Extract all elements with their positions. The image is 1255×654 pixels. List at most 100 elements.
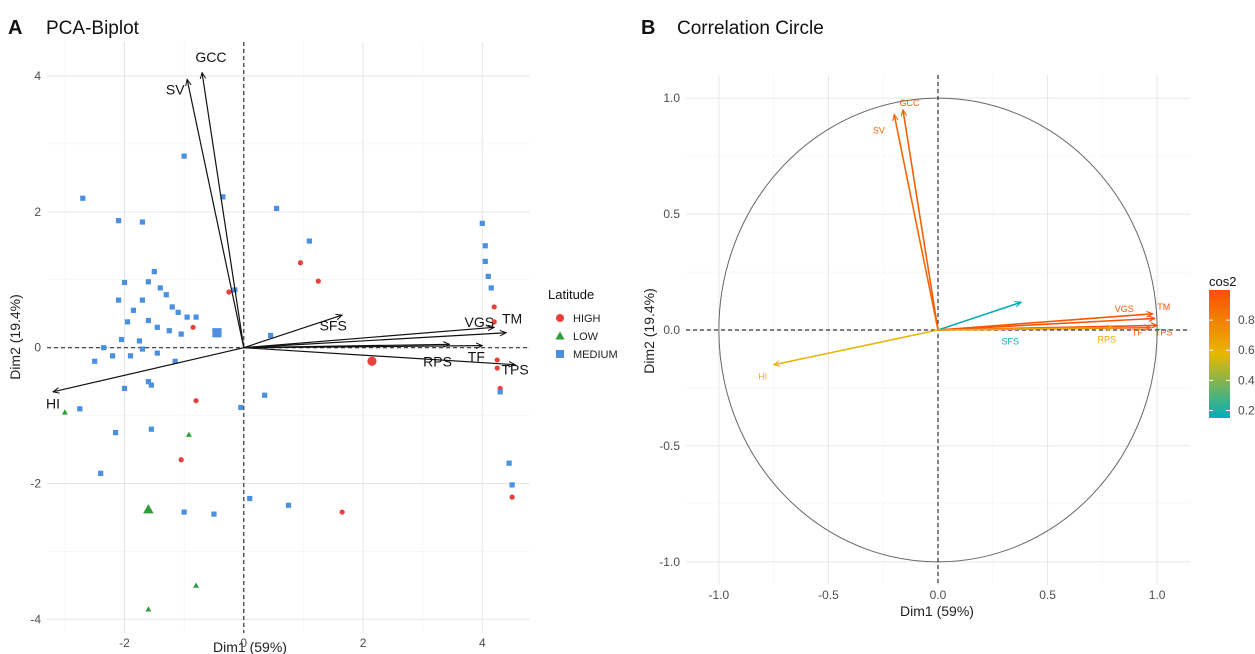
point-medium <box>77 406 83 412</box>
panel-a-grid <box>47 42 530 633</box>
point-medium <box>497 389 503 395</box>
panel-b-y-axis-title: Dim2 (19.4%) <box>641 288 657 374</box>
panel-b-y-tick-label: 0.0 <box>663 323 680 337</box>
point-medium <box>193 314 199 320</box>
point-medium <box>145 379 151 385</box>
point-medium <box>154 350 160 356</box>
panel-a-x-tick-label: 0 <box>240 636 247 650</box>
point-medium <box>130 307 137 313</box>
panel-a-x-tick-label: 2 <box>360 636 367 650</box>
panel-b-x-axis-title: Dim1 (59%) <box>900 603 974 619</box>
vector-sfs <box>937 302 1021 331</box>
legend-key-low <box>555 331 565 340</box>
arrow-tm <box>243 333 506 349</box>
point-medium <box>285 502 292 508</box>
point-medium <box>220 194 226 200</box>
arrow-label-sfs: SFS <box>320 317 347 333</box>
point-medium <box>238 404 244 411</box>
arrow-label-hi: HI <box>46 395 60 411</box>
point-low <box>185 431 192 437</box>
point-medium <box>145 279 151 285</box>
arrow-label-sv: SV <box>166 82 185 98</box>
point-medium <box>80 195 86 201</box>
point-high <box>509 494 515 500</box>
arrow-vgs <box>243 327 494 349</box>
vector-label-sfs: SFS <box>1002 337 1020 347</box>
panel-a-variable-arrows: GCC SV SFS VGS TM TF RPS TPS HI <box>46 49 529 411</box>
point-low <box>193 582 200 588</box>
panel-b-x-tick-label: 0.5 <box>1039 588 1056 602</box>
point-medium <box>118 336 125 343</box>
panel-a-letter: A <box>8 17 22 39</box>
point-medium <box>268 332 274 339</box>
point-medium <box>175 309 181 315</box>
point-medium <box>273 205 280 212</box>
vector-label-hi: HI <box>758 371 767 381</box>
vector-tm <box>937 318 1155 331</box>
panel-b-x-tick-label: -1.0 <box>709 588 730 602</box>
panel-b-y-tick-label: 0.5 <box>663 207 680 221</box>
point-medium <box>121 279 128 286</box>
point-high <box>190 324 196 330</box>
point-medium <box>112 430 119 436</box>
vector-label-rps: RPS <box>1097 334 1116 344</box>
point-high <box>315 278 321 284</box>
panel-a-points <box>61 153 515 612</box>
point-medium <box>247 495 253 502</box>
point-high <box>494 365 500 371</box>
panel-a-y-tick-label: 2 <box>34 205 41 219</box>
arrow-rps <box>243 344 450 349</box>
point-medium <box>181 153 187 159</box>
colorbar-tick-label: 0.4 <box>1238 373 1255 387</box>
point-medium <box>124 319 131 325</box>
panel-b-y-tick-label: -0.5 <box>659 439 680 453</box>
legend-label-low: LOW <box>573 331 599 343</box>
point-high <box>178 457 184 463</box>
point-medium <box>485 273 491 279</box>
legend-label-high: HIGH <box>573 313 601 325</box>
panel-b-x-tick-label: -0.5 <box>818 588 839 602</box>
point-high <box>297 260 304 266</box>
point-medium <box>163 292 169 298</box>
panel-a-x-tick-label: 4 <box>479 636 486 650</box>
point-medium <box>306 238 312 244</box>
point-medium <box>157 285 163 291</box>
panel-b-title: Correlation Circle <box>677 18 824 39</box>
latitude-legend: HIGH LOW MEDIUM <box>555 313 618 361</box>
point-high <box>226 289 232 295</box>
point-medium <box>181 509 187 515</box>
arrow-hi <box>53 347 244 392</box>
arrow-label-tm: TM <box>502 310 522 326</box>
point-high <box>491 304 497 310</box>
cos2-colorbar: 0.2 0.4 0.6 0.8 <box>1209 290 1255 418</box>
arrow-gcc <box>202 73 245 348</box>
arrow-sfs <box>243 315 342 349</box>
point-high <box>193 398 199 404</box>
vector-label-tf: TF <box>1132 327 1143 337</box>
panel-a-y-tick-label: -4 <box>30 612 41 626</box>
panel-b-y-tick-label: -1.0 <box>659 555 680 569</box>
point-medium <box>479 220 485 226</box>
panel-a-title: PCA-Biplot <box>46 18 140 39</box>
point-medium <box>154 324 160 330</box>
centroid-low <box>143 504 154 514</box>
legend-key-medium <box>556 350 564 358</box>
point-medium <box>172 358 178 364</box>
point-medium <box>482 258 488 265</box>
point-medium <box>101 345 107 351</box>
point-medium <box>169 304 175 310</box>
centroid-high <box>367 356 377 366</box>
point-medium <box>136 338 143 344</box>
panel-a-x-axis-title: Dim1 (59%) <box>213 639 287 654</box>
point-medium <box>178 331 184 337</box>
vector-label-sv: SV <box>873 126 885 136</box>
point-medium <box>109 353 116 359</box>
point-medium <box>145 317 151 324</box>
point-high <box>339 509 345 515</box>
panel-b-variable-arrows: GCC SV SFS VGS TM TF TPS RPS HI <box>758 98 1172 382</box>
colorbar-title: cos2 <box>1209 274 1236 289</box>
legend-label-medium: MEDIUM <box>573 349 618 361</box>
arrow-label-tf: TF <box>468 349 485 365</box>
point-medium <box>127 353 134 359</box>
arrow-sv <box>187 79 245 348</box>
